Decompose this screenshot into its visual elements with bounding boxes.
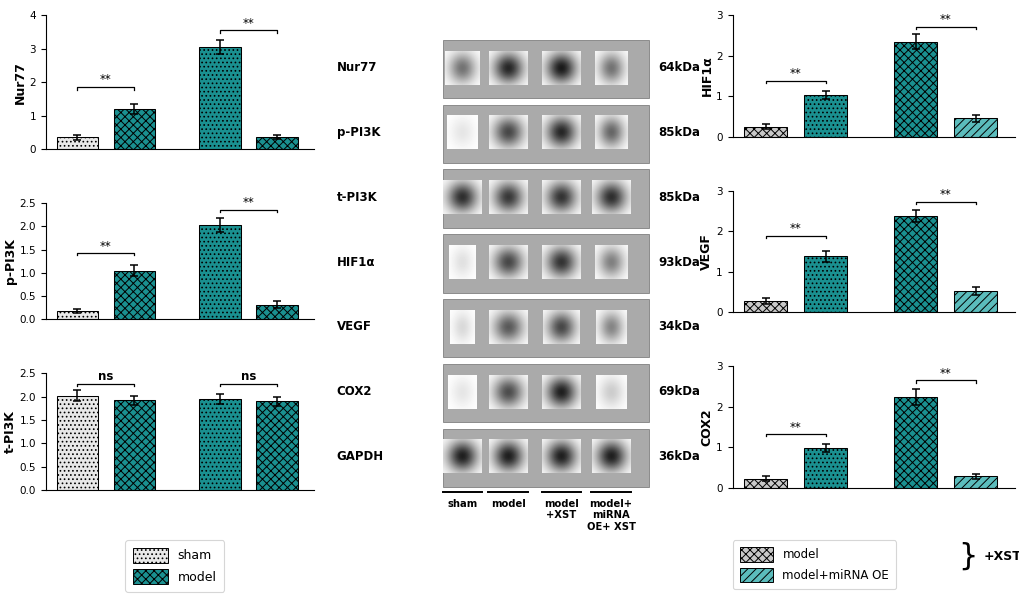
Text: **: ** xyxy=(100,240,112,253)
Bar xyxy=(954,291,997,313)
Text: 85kDa: 85kDa xyxy=(658,126,700,139)
Bar xyxy=(114,271,155,319)
Text: 36kDa: 36kDa xyxy=(658,450,700,463)
Bar xyxy=(443,170,648,228)
Y-axis label: VEGF: VEGF xyxy=(700,233,712,270)
Bar xyxy=(743,479,787,488)
Bar xyxy=(803,95,847,137)
Text: t-PI3K: t-PI3K xyxy=(336,191,377,204)
Text: **: ** xyxy=(940,367,951,380)
Bar xyxy=(443,364,648,422)
Bar xyxy=(803,448,847,488)
Y-axis label: t-PI3K: t-PI3K xyxy=(4,410,16,453)
Bar xyxy=(443,40,648,98)
Bar xyxy=(894,216,936,313)
Bar xyxy=(954,119,997,137)
Bar xyxy=(743,301,787,313)
Text: 64kDa: 64kDa xyxy=(658,61,700,74)
Text: }: } xyxy=(958,542,977,570)
Text: +XST: +XST xyxy=(983,550,1019,562)
Bar xyxy=(803,257,847,313)
Text: **: ** xyxy=(789,223,801,235)
Y-axis label: COX2: COX2 xyxy=(700,408,712,446)
Bar xyxy=(200,47,240,149)
Legend: sham, model: sham, model xyxy=(125,540,224,592)
Bar xyxy=(256,137,298,149)
Text: **: ** xyxy=(243,196,254,209)
Text: 85kDa: 85kDa xyxy=(658,191,700,204)
Text: **: ** xyxy=(940,13,951,26)
Text: model
+XST: model +XST xyxy=(543,499,578,520)
Bar xyxy=(114,401,155,490)
Text: **: ** xyxy=(100,74,112,86)
Text: sham: sham xyxy=(446,499,477,509)
Text: ns: ns xyxy=(240,370,256,383)
Y-axis label: p-PI3K: p-PI3K xyxy=(4,238,16,284)
Text: model: model xyxy=(490,499,525,509)
Bar xyxy=(443,299,648,358)
Legend: model, model+miRNA OE: model, model+miRNA OE xyxy=(732,541,896,589)
Bar xyxy=(894,396,936,488)
Text: 34kDa: 34kDa xyxy=(658,320,700,333)
Bar xyxy=(114,109,155,149)
Bar xyxy=(743,126,787,137)
Text: **: ** xyxy=(243,16,254,30)
Text: **: ** xyxy=(789,421,801,434)
Text: 93kDa: 93kDa xyxy=(658,255,700,269)
Text: p-PI3K: p-PI3K xyxy=(336,126,380,139)
Text: Nur77: Nur77 xyxy=(336,61,377,74)
Text: ns: ns xyxy=(98,370,113,383)
Bar xyxy=(894,41,936,137)
Text: VEGF: VEGF xyxy=(336,320,371,333)
Bar xyxy=(443,429,648,487)
Bar xyxy=(57,137,98,149)
Text: 69kDa: 69kDa xyxy=(658,385,700,398)
Y-axis label: Nur77: Nur77 xyxy=(14,61,26,103)
Bar xyxy=(57,311,98,319)
Text: COX2: COX2 xyxy=(336,385,372,398)
Text: **: ** xyxy=(940,188,951,201)
Text: GAPDH: GAPDH xyxy=(336,450,383,463)
Bar xyxy=(256,401,298,490)
Y-axis label: HIF1α: HIF1α xyxy=(700,55,712,96)
Bar xyxy=(954,477,997,488)
Text: **: ** xyxy=(789,67,801,80)
Bar xyxy=(256,305,298,319)
Text: HIF1α: HIF1α xyxy=(336,255,375,269)
Text: model+
miRNA
OE+ XST: model+ miRNA OE+ XST xyxy=(586,499,635,532)
Bar xyxy=(57,396,98,490)
Bar xyxy=(443,234,648,292)
Bar xyxy=(200,226,240,319)
Bar xyxy=(200,399,240,490)
Bar xyxy=(443,105,648,163)
